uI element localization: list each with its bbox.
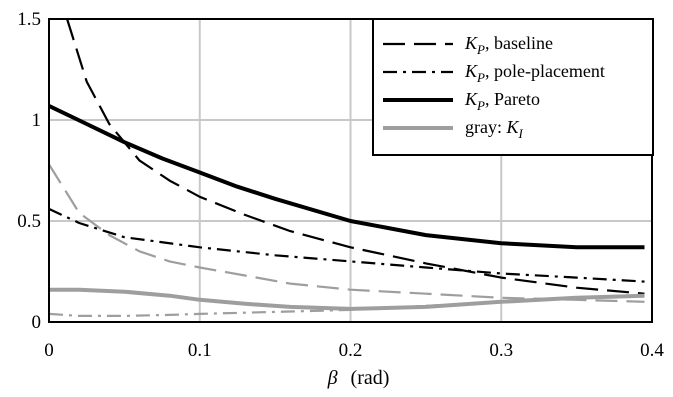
legend-symbol: K	[464, 61, 478, 81]
series-group	[49, 19, 645, 317]
legend-label-2: KP, pole-placement	[464, 61, 605, 85]
series-line-1	[66, 19, 645, 295]
series-line-2	[49, 207, 645, 283]
legend-subscript: P	[476, 42, 485, 57]
y-tick-label: 1.5	[17, 9, 41, 30]
legend-symbol: K	[464, 33, 478, 53]
legend-subscript: P	[476, 70, 485, 85]
x-axis-unit: (rad)	[351, 367, 390, 389]
x-tick-label: 0.1	[188, 340, 212, 361]
y-tick-label: 0	[32, 312, 42, 333]
x-tick-label: 0.2	[339, 340, 363, 361]
x-tick-label: 0.4	[640, 340, 664, 361]
series-line-4	[49, 163, 645, 303]
legend-prefix: gray:	[465, 117, 506, 137]
legend-label-3: KP, Pareto	[464, 89, 540, 113]
legend-label-4: gray: KI	[465, 117, 524, 141]
legend-box	[372, 18, 654, 156]
legend-rest: , pole-placement	[485, 61, 605, 81]
series-line-6	[49, 287, 645, 311]
plot-frame	[48, 18, 653, 323]
series-line-3	[49, 104, 645, 250]
x-axis-symbol: β	[327, 367, 338, 389]
x-tick-label: 0	[44, 340, 54, 361]
tick-labels: 0 0.1 0.2 0.3 0.4 0 0.5 1 1.5	[17, 9, 664, 361]
legend-rest: , baseline	[485, 33, 553, 53]
y-tick-label: 0.5	[17, 211, 41, 232]
legend-rest: , Pareto	[485, 89, 540, 109]
y-tick-label: 1	[32, 110, 42, 131]
legend-label-1: KP, baseline	[464, 33, 553, 57]
x-tick-label: 0.3	[489, 340, 513, 361]
legend-symbol: K	[464, 89, 478, 109]
legend-subscript: P	[476, 98, 485, 113]
x-axis-title: β (rad)	[327, 367, 390, 389]
legend-subscript: I	[518, 126, 524, 141]
legend-symbol: K	[505, 117, 519, 137]
